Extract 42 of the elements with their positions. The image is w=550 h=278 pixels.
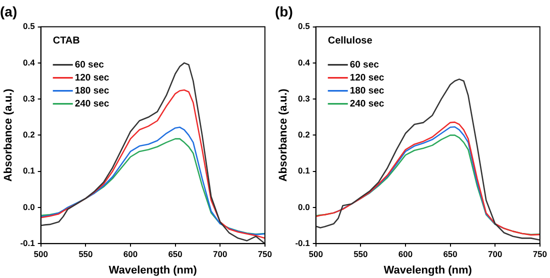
legend-label: 240 sec (74, 98, 110, 110)
y-tick-label: 0.4 (23, 57, 36, 68)
y-axis-title: Absorbance (a.u.) (2, 88, 15, 182)
y-axis-title: Absorbance (a.u.) (278, 88, 290, 182)
y-tick-label: 0.3 (298, 93, 310, 104)
x-axis-title: Wavelength (nm) (108, 264, 198, 276)
chart-title: (a) (0, 3, 18, 20)
x-tick-label: 600 (123, 249, 138, 260)
chart-title: (b) (275, 3, 293, 20)
x-tick-label: 550 (78, 249, 94, 260)
x-tick-label: 750 (258, 249, 272, 260)
y-tick-label: 0.0 (298, 202, 310, 212)
y-tick-label: 0.3 (23, 93, 36, 104)
y-tick-label: 0.5 (23, 21, 36, 32)
legend-label: 120 sec (350, 72, 384, 84)
legend-label: 180 sec (74, 85, 110, 96)
y-tick-label: 0.1 (298, 166, 310, 176)
legend-label: 240 sec (350, 98, 384, 110)
y-tick-label: 0.4 (298, 57, 310, 68)
annotation: Cellulose (328, 36, 373, 47)
x-tick-label: 550 (354, 249, 368, 260)
legend-label: 120 sec (74, 72, 110, 84)
annotation: CTAB (52, 36, 80, 47)
legend-label: 60 sec (74, 59, 104, 70)
y-tick-label: 0.5 (298, 21, 310, 32)
x-tick-label: 600 (398, 249, 413, 260)
legend-label: 180 sec (350, 85, 384, 96)
x-tick-label: 650 (443, 249, 458, 260)
y-tick-label: 0.0 (23, 202, 36, 212)
x-tick-label: 500 (34, 249, 48, 260)
x-tick-label: 650 (168, 249, 183, 260)
y-tick-label: -0.1 (295, 238, 310, 248)
y-tick-label: 0.2 (23, 130, 36, 140)
x-tick-label: 750 (532, 249, 548, 260)
legend-label: 60 sec (350, 59, 379, 70)
y-tick-label: -0.1 (20, 238, 36, 248)
x-axis-title: Wavelength (nm) (384, 264, 472, 276)
x-tick-label: 500 (308, 249, 324, 260)
y-tick-label: 0.1 (23, 166, 36, 176)
y-tick-label: 0.2 (298, 130, 310, 140)
x-tick-label: 700 (488, 249, 502, 260)
x-tick-label: 700 (213, 249, 228, 260)
